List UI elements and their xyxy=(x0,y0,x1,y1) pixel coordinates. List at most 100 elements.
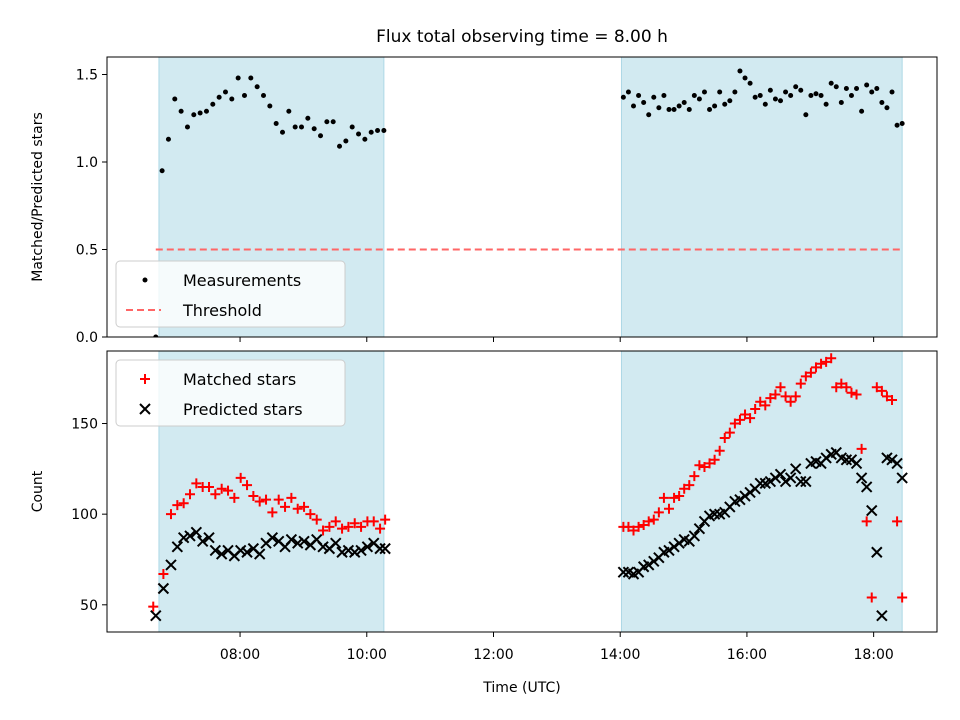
predicted-stars-point xyxy=(349,546,361,558)
predicted-stars-point xyxy=(643,559,655,571)
matched-stars-point xyxy=(658,492,669,503)
matched-stars-point xyxy=(775,382,786,393)
matched-stars-point xyxy=(881,391,892,402)
predicted-stars-point xyxy=(764,475,777,488)
matched-stars-point xyxy=(223,485,234,496)
predicted-stars-point xyxy=(708,508,721,520)
predicted-stars-point xyxy=(336,546,348,558)
measurements-point xyxy=(337,143,343,149)
matched-stars-point xyxy=(172,500,183,511)
measurements-point xyxy=(229,96,235,102)
predicted-stars-point xyxy=(820,452,832,464)
measurements-point xyxy=(625,89,631,95)
matched-stars-point xyxy=(267,507,278,518)
measurements-point xyxy=(798,87,804,93)
predicted-stars-point xyxy=(866,504,878,517)
matched-stars-point xyxy=(684,480,695,491)
measurements-point xyxy=(889,89,895,95)
predicted-stars-point xyxy=(734,493,746,506)
predicted-stars-point xyxy=(379,542,391,555)
x-tick-label: 14:00 xyxy=(600,647,640,663)
matched-stars-point xyxy=(216,483,227,494)
matched-stars-point xyxy=(178,498,189,509)
measurements-point xyxy=(656,105,662,111)
measurements-point xyxy=(318,133,324,139)
matched-stars-point xyxy=(633,521,644,532)
matched-stars-point xyxy=(836,378,847,389)
measurements-point xyxy=(757,93,763,98)
measurements-point xyxy=(874,86,880,91)
legend-swatch-matched-stars xyxy=(140,374,150,384)
x-tick-label: 18:00 xyxy=(853,647,893,663)
measurements-point xyxy=(661,93,667,98)
matched-stars-point xyxy=(887,394,898,405)
predicted-stars-point xyxy=(617,566,630,578)
plot-area xyxy=(148,351,908,632)
predicted-stars-point xyxy=(234,544,247,557)
observing-window xyxy=(620,57,903,337)
legend-label-predicted-stars: Predicted stars xyxy=(183,400,303,419)
measurements-point xyxy=(742,75,748,81)
matched-stars-point xyxy=(674,491,685,502)
measurements-point xyxy=(666,107,672,112)
matched-stars-point xyxy=(653,507,664,518)
measurements-point xyxy=(752,94,758,100)
matched-stars-point xyxy=(780,391,791,402)
legend: Matched stars Predicted stars xyxy=(115,359,346,427)
predicted-stars-point xyxy=(688,530,701,542)
matched-stars-point xyxy=(750,404,761,415)
matched-stars-point xyxy=(261,494,272,505)
matched-stars-point xyxy=(292,503,303,514)
measurements-point xyxy=(808,93,814,98)
measurements-point xyxy=(248,75,254,81)
predicted-stars-point xyxy=(860,481,873,493)
matched-stars-point xyxy=(663,503,674,514)
matched-stars-point xyxy=(311,514,322,525)
x-tick-label: 16:00 xyxy=(727,647,767,663)
predicted-stars-point xyxy=(673,537,685,549)
predicted-stars-point xyxy=(850,457,863,470)
measurements-point xyxy=(273,121,279,126)
measurements-point xyxy=(172,96,178,102)
legend-label-measurements: Measurements xyxy=(183,271,301,290)
legend-label-matched-stars: Matched stars xyxy=(183,370,296,389)
matched-stars-point xyxy=(299,501,310,512)
predicted-stars-point xyxy=(845,454,858,466)
measurements-point xyxy=(747,80,753,86)
matched-stars-point xyxy=(210,489,221,500)
measurements-point xyxy=(828,80,834,86)
measurements-point xyxy=(884,105,890,111)
predicted-stars-point xyxy=(795,475,807,488)
matched-stars-point xyxy=(248,491,259,502)
matched-stars-point xyxy=(638,520,649,531)
predicted-stars-point xyxy=(184,530,196,542)
measurements-point xyxy=(712,103,718,109)
legend-label-threshold: Threshold xyxy=(182,301,262,320)
matched-stars-point xyxy=(628,525,639,536)
matched-stars-point xyxy=(790,391,801,402)
predicted-stars-point xyxy=(784,472,797,484)
measurements-point xyxy=(732,89,738,95)
measurements-point xyxy=(722,101,728,107)
matched-stars-point xyxy=(165,509,176,520)
measurements-point xyxy=(159,168,165,174)
measurements-point xyxy=(636,93,642,98)
predicted-stars-point xyxy=(800,475,812,488)
measurements-point xyxy=(696,96,702,102)
legend-swatch-measurements xyxy=(142,277,148,283)
matched-stars-point xyxy=(704,458,715,469)
matched-stars-point xyxy=(709,454,720,465)
matched-stars-point xyxy=(826,353,837,364)
matched-stars-point xyxy=(729,418,740,429)
measurements-point xyxy=(286,108,292,114)
measurements-point xyxy=(631,103,637,109)
matched-stars-point xyxy=(765,393,776,404)
matched-stars-point xyxy=(892,516,903,527)
measurements-point xyxy=(686,107,692,112)
predicted-stars-point xyxy=(209,544,222,557)
matched-stars-point xyxy=(148,601,159,612)
measurements-point xyxy=(381,128,387,133)
y-axis-label: Matched/Predicted stars xyxy=(30,112,46,282)
predicted-stars-point xyxy=(790,463,802,475)
legend-box xyxy=(115,359,346,427)
